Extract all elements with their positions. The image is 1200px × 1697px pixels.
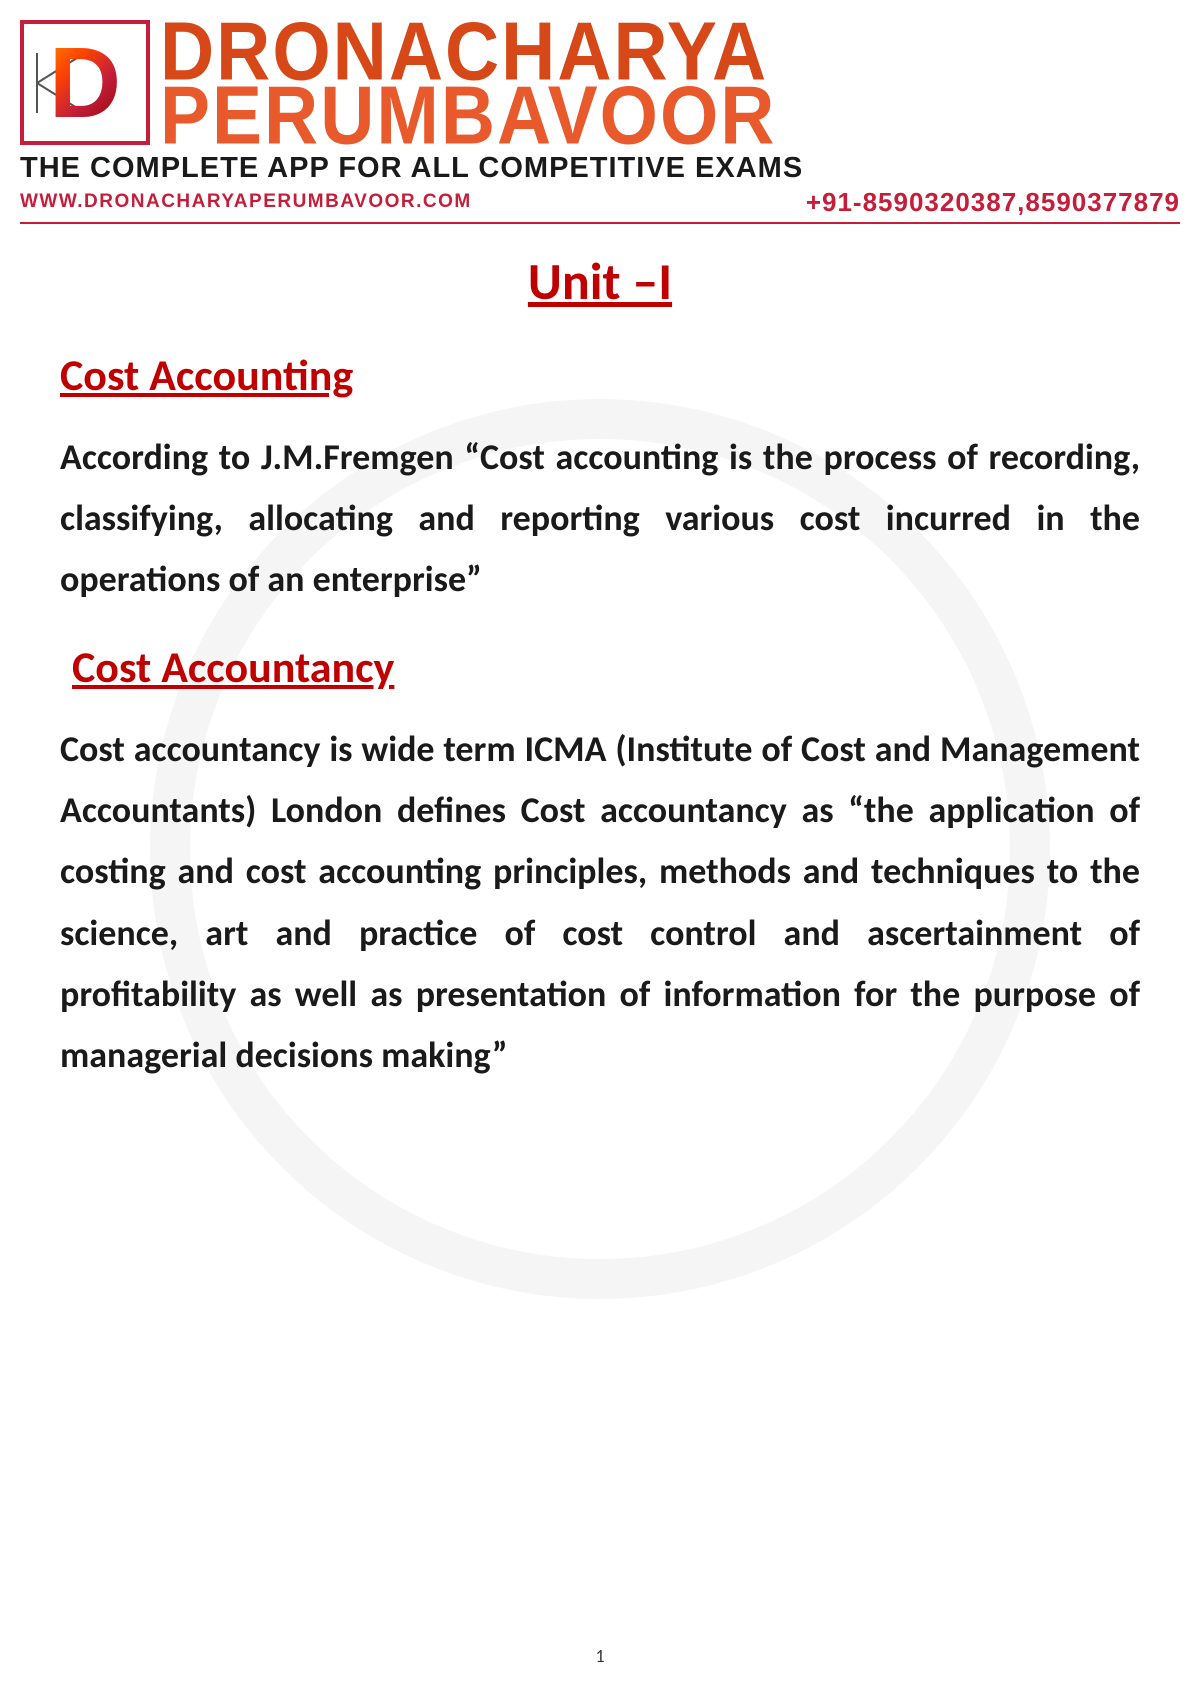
section-heading-1: Cost Accounting xyxy=(60,348,1140,402)
contact-row: WWW.DRONACHARYAPERUMBAVOOR.COM +91-85903… xyxy=(20,187,1180,224)
phone-text: +91-8590320387,8590377879 xyxy=(806,187,1180,218)
section-heading-2: Cost Accountancy xyxy=(72,640,1140,694)
brand-text-block: DRONACHARYA PERUMBAVOOR xyxy=(160,20,1180,148)
brand-row: D DRONACHARYA PERUMBAVOOR xyxy=(20,20,1180,148)
unit-title: Unit –I xyxy=(60,249,1140,313)
website-text: WWW.DRONACHARYAPERUMBAVOOR.COM xyxy=(20,191,472,213)
page-number: 1 xyxy=(595,1645,604,1667)
section-body-2: Cost accountancy is wide term ICMA (Inst… xyxy=(60,719,1140,1086)
logo-letter: D xyxy=(49,33,121,133)
section-body-1: According to J.M.Fremgen “Cost accountin… xyxy=(60,427,1140,611)
brand-logo: D xyxy=(20,20,150,145)
document-content: Unit –I Cost Accounting According to J.M… xyxy=(0,229,1200,1137)
document-header: D DRONACHARYA PERUMBAVOOR THE COMPLETE A… xyxy=(0,0,1200,229)
brand-name-line2: PERUMBAVOOR xyxy=(160,81,1180,151)
